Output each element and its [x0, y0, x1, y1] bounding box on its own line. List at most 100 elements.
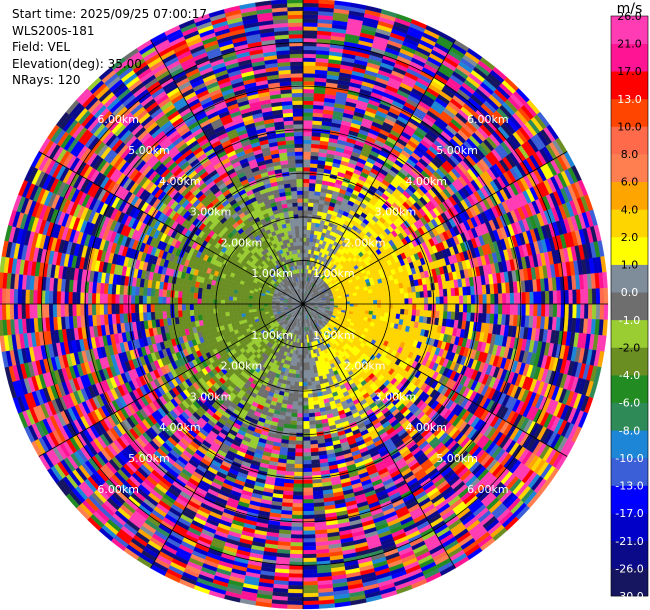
velocity-cell [376, 291, 381, 297]
velocity-cell [307, 214, 313, 219]
velocity-cell [462, 295, 468, 305]
velocity-cell [384, 303, 390, 309]
velocity-cell [306, 221, 312, 227]
velocity-cell [293, 389, 299, 394]
velocity-cell [580, 289, 585, 305]
velocity-cell [311, 384, 317, 390]
velocity-cell [288, 577, 304, 582]
velocity-field [0, 0, 609, 610]
velocity-cell [490, 293, 495, 305]
velocity-cell [423, 290, 429, 298]
velocity-cell [289, 557, 304, 563]
velocity-cell [568, 303, 573, 319]
velocity-cell [294, 381, 300, 387]
velocity-cell [308, 404, 315, 410]
velocity-cell [533, 291, 538, 305]
velocity-cell [302, 241, 307, 246]
velocity-cell [451, 295, 456, 305]
velocity-cell [310, 377, 316, 382]
velocity-cell [365, 300, 370, 305]
velocity-cell [595, 303, 601, 320]
velocity-cell [564, 289, 570, 305]
velocity-cell [392, 298, 398, 305]
velocity-cell [288, 569, 304, 574]
velocity-cell [302, 510, 315, 516]
velocity-cell [290, 534, 304, 539]
velocity-cell [376, 307, 382, 313]
velocity-cell [552, 303, 558, 318]
velocity-cell [537, 291, 542, 305]
velocity-cell [302, 229, 308, 234]
velocity-cell [291, 506, 304, 512]
velocity-cell [288, 436, 297, 441]
velocity-cell [408, 298, 413, 305]
velocity-cell [308, 412, 316, 418]
velocity-cell [302, 444, 311, 449]
velocity-cell [311, 388, 318, 394]
velocity-cell [302, 104, 314, 109]
velocity-cell [380, 290, 385, 296]
velocity-cell [290, 420, 298, 426]
velocity-cell [369, 300, 374, 305]
velocity-cell [525, 303, 530, 317]
velocity-cell [306, 233, 311, 239]
velocity-cell [291, 510, 304, 516]
velocity-cell [302, 123, 313, 129]
velocity-cell [302, 381, 308, 387]
velocity-cell [309, 174, 317, 180]
velocity-cell [310, 455, 320, 461]
velocity-cell [295, 436, 304, 442]
velocity-cell [292, 499, 304, 504]
velocity-cell [353, 298, 358, 302]
velocity-cell [380, 295, 386, 301]
velocity-cell [302, 483, 313, 488]
velocity-cell [302, 53, 317, 59]
velocity-cell [541, 291, 546, 305]
velocity-cell [291, 408, 298, 414]
velocity-cell [603, 303, 609, 321]
velocity-cell [296, 413, 304, 418]
velocity-cell [568, 289, 573, 305]
velocity-cell [419, 291, 425, 299]
velocity-cell [310, 447, 319, 453]
velocity-cell [309, 369, 315, 375]
velocity-cell [287, 592, 304, 598]
velocity-cell [400, 303, 405, 310]
velocity-cell [295, 444, 304, 449]
velocity-cell [517, 303, 523, 316]
velocity-cell [302, 358, 307, 363]
velocity-cell [438, 311, 444, 319]
velocity-cell [302, 545, 317, 551]
velocity-cell [372, 296, 378, 301]
velocity-cell [302, 542, 316, 547]
velocity-cell [302, 69, 316, 74]
velocity-cell [368, 292, 374, 298]
velocity-cell [404, 298, 409, 305]
velocity-cell [302, 588, 319, 594]
velocity-cell [384, 294, 390, 300]
velocity-cell [304, 342, 308, 348]
velocity-cell [486, 294, 491, 305]
velocity-cell [308, 182, 316, 188]
velocity-cell [302, 401, 309, 406]
velocity-cell [309, 428, 317, 434]
velocity-cell [295, 373, 300, 379]
velocity-cell [533, 303, 538, 317]
velocity-cell [552, 290, 558, 305]
velocity-cell [302, 10, 319, 16]
velocity-cell [443, 296, 448, 305]
velocity-cell [521, 292, 527, 305]
velocity-cell [302, 84, 315, 90]
velocity-cell [310, 159, 319, 165]
velocity-cell [292, 397, 299, 402]
velocity-cell [337, 299, 343, 303]
velocity-cell [302, 514, 315, 520]
velocity-cell [311, 381, 317, 386]
velocity-cell [388, 308, 393, 314]
velocity-cell [302, 0, 320, 4]
velocity-cell [311, 214, 318, 220]
velocity-cell [357, 303, 362, 308]
velocity-cell [466, 295, 472, 305]
velocity-cell [298, 378, 304, 383]
velocity-cell [353, 300, 358, 305]
